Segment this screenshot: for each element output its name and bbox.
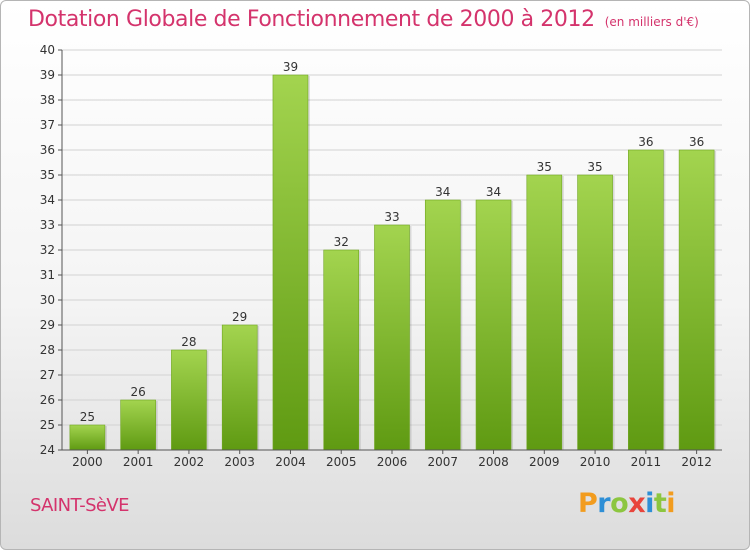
x-tick-label: 2005 [326, 455, 357, 469]
data-label: 34 [435, 185, 450, 199]
bar [374, 224, 410, 451]
y-tick-label: 34 [40, 193, 55, 207]
bar [323, 249, 360, 451]
bar [120, 399, 156, 451]
y-tick-label: 39 [40, 68, 55, 82]
y-tick-label: 36 [40, 143, 55, 157]
bar [171, 349, 207, 451]
y-tick-label: 37 [40, 118, 55, 132]
y-tick-label: 38 [40, 93, 55, 107]
x-tick-label: 2011 [631, 455, 662, 469]
y-tick-label: 26 [40, 393, 55, 407]
axis-layer: 24 25 26 27 28 29 30 31 32 33 34 35 36 37 38 39 40 2000 20… [40, 43, 722, 469]
x-tick-label: 2000 [72, 455, 103, 469]
y-tick-label: 30 [40, 293, 55, 307]
commune-name: SAINT-SèVE [30, 495, 129, 516]
data-label: 36 [689, 135, 704, 149]
y-tick-label: 28 [40, 343, 55, 357]
y-tick-label: 33 [40, 218, 55, 232]
y-tick-label: 24 [40, 443, 55, 457]
x-tick-label: 2010 [580, 455, 611, 469]
y-tick-label: 40 [40, 43, 55, 57]
x-tick-label: 2009 [529, 455, 560, 469]
data-label: 33 [384, 210, 399, 224]
bar [221, 324, 258, 451]
bar [424, 199, 461, 451]
data-label: 35 [587, 160, 602, 174]
data-label: 25 [80, 410, 95, 424]
y-tick-label: 32 [40, 243, 55, 257]
data-label: 35 [537, 160, 552, 174]
bar [272, 74, 309, 451]
y-tick-label: 31 [40, 268, 55, 282]
data-label: 39 [283, 60, 298, 74]
x-tick-label: 2012 [681, 455, 712, 469]
bar [526, 174, 563, 451]
x-tick-label: 2002 [174, 455, 205, 469]
data-label: 36 [638, 135, 653, 149]
label-layer: 25 26 28 29 39 32 33 34 34 35 35 36 36 [80, 60, 705, 424]
data-label: 34 [486, 185, 501, 199]
data-label: 28 [181, 335, 196, 349]
unit-note: (en milliers d'€) [604, 15, 699, 29]
y-tick-label: 25 [40, 418, 55, 432]
bar-layer [69, 74, 717, 451]
data-label: 26 [131, 385, 146, 399]
x-tick-label: 2008 [478, 455, 509, 469]
data-label: 32 [334, 235, 349, 249]
data-label: 29 [232, 310, 247, 324]
bar [577, 174, 613, 451]
bar [69, 424, 106, 451]
x-tick-label: 2004 [275, 455, 306, 469]
chart-title: Dotation Globale de Fonctionnement de 20… [28, 7, 699, 32]
x-tick-label: 2003 [224, 455, 255, 469]
y-tick-label: 27 [40, 368, 55, 382]
x-tick-label: 2006 [377, 455, 408, 469]
y-tick-label: 35 [40, 168, 55, 182]
bar [475, 199, 512, 451]
bar [678, 149, 715, 451]
proxiti-logo: Proxiti [578, 488, 676, 519]
chart-title-text: Dotation Globale de Fonctionnement de 20… [28, 7, 595, 32]
y-tick-label: 29 [40, 318, 55, 332]
bar [628, 149, 664, 451]
x-tick-label: 2001 [123, 455, 154, 469]
x-tick-label: 2007 [427, 455, 458, 469]
